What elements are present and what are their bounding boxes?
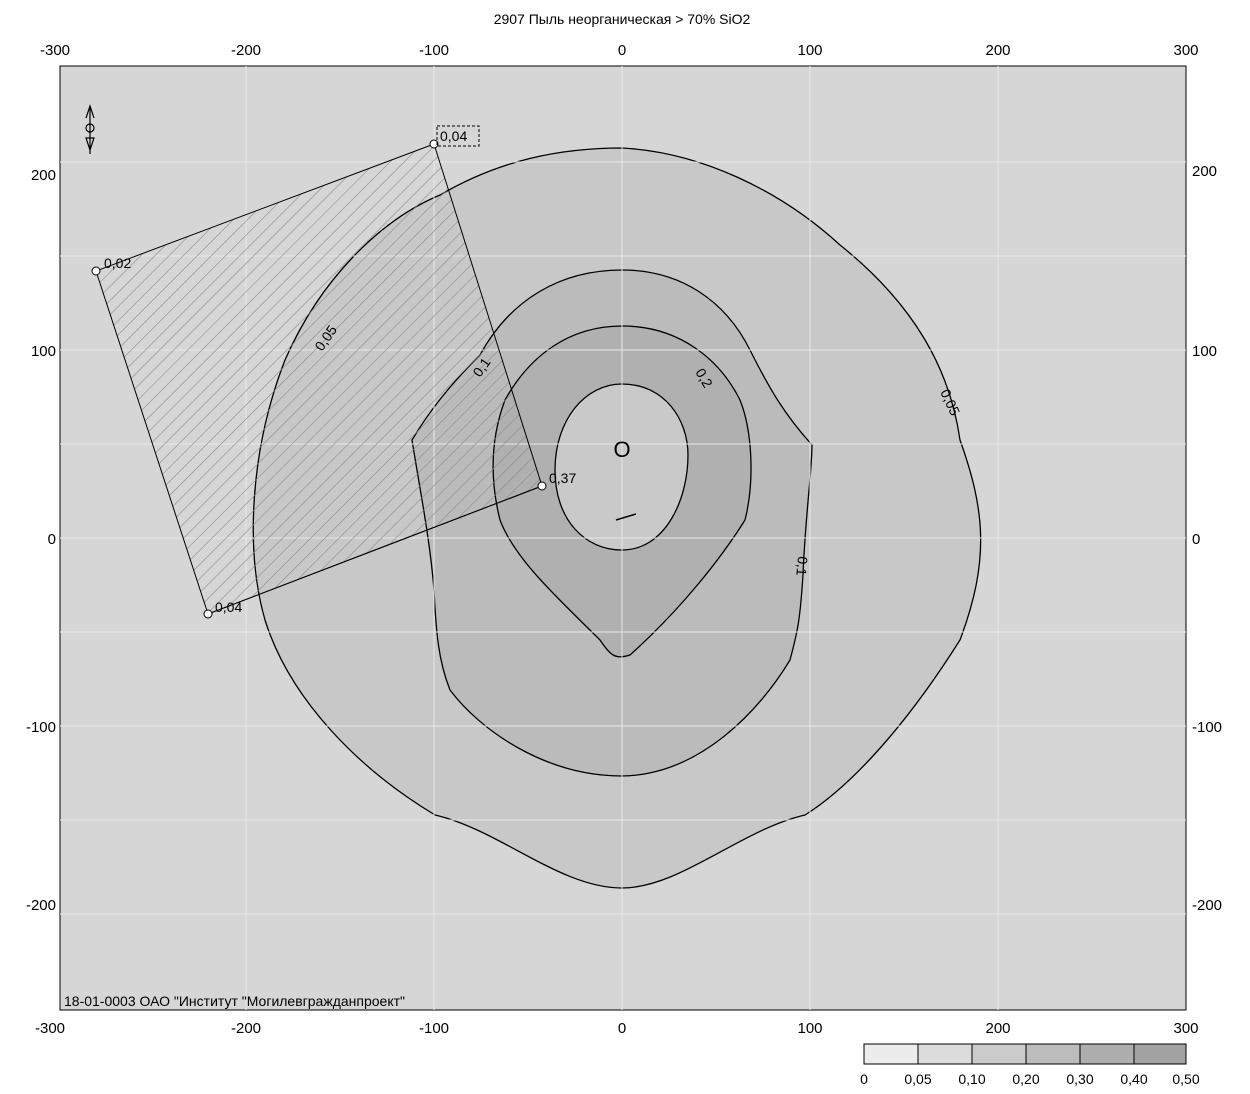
map-footer: 18-01-0003 ОАО "Институт "Могилевграждан…: [64, 993, 405, 1009]
y-tick-label: 200: [1192, 163, 1217, 180]
legend-label: 0,05: [904, 1071, 931, 1087]
wind-tick: [615, 513, 637, 521]
x-tick-label: 0: [618, 42, 626, 59]
x-tick-label: 0: [618, 1020, 626, 1037]
x-tick-label: -200: [231, 42, 261, 59]
x-tick-label: -300: [40, 42, 70, 59]
y-tick-label: 200: [31, 167, 56, 184]
x-tick-label: -100: [419, 1020, 449, 1037]
legend-swatch: [863, 1043, 919, 1065]
y-tick-label: 0: [1192, 531, 1200, 548]
legend-label: 0,40: [1120, 1071, 1147, 1087]
y-tick-label: -200: [26, 897, 56, 914]
isoline-label: 0,1: [793, 556, 811, 577]
legend-label: 0: [860, 1071, 868, 1087]
point-marker: [203, 609, 213, 619]
legend-swatch: [1079, 1043, 1135, 1065]
north-arrow-icon: [85, 104, 95, 154]
legend-label: 0,30: [1066, 1071, 1093, 1087]
point-label-box: [436, 125, 480, 147]
legend-swatch: [1133, 1043, 1187, 1065]
x-axis-top: -300 -200 -100 0 100 200 300: [40, 42, 1199, 59]
x-tick-label: 200: [985, 42, 1010, 59]
point-marker: [429, 139, 439, 149]
point-marker: [537, 481, 547, 491]
zone-axis-line: [207, 485, 543, 615]
legend-swatch: [1025, 1043, 1081, 1065]
legend-swatch: [917, 1043, 973, 1065]
legend-label: 0,50: [1172, 1071, 1199, 1087]
y-tick-label: 0: [48, 531, 56, 548]
x-tick-label: -200: [231, 1020, 261, 1037]
x-tick-label: 100: [797, 1020, 822, 1037]
y-axis-left: 200 100 0 -100 -200: [26, 167, 56, 914]
y-axis-right: 200 100 0 -100 -200: [1192, 163, 1222, 914]
sample-points: 0,04 0,02 0,04 0,37: [91, 125, 576, 619]
point-label: 0,04: [215, 599, 242, 615]
x-tick-label: 200: [985, 1020, 1010, 1037]
y-tick-label: 100: [1192, 343, 1217, 360]
y-tick-label: 100: [31, 343, 56, 360]
y-tick-label: -100: [1192, 719, 1222, 736]
x-tick-label: -100: [419, 42, 449, 59]
source-marker: O: [613, 437, 630, 462]
point-label: 0,04: [440, 128, 467, 144]
x-tick-label: 100: [797, 42, 822, 59]
x-tick-label: 300: [1173, 1020, 1198, 1037]
point-label: 0,02: [104, 255, 131, 271]
x-tick-label: -300: [35, 1020, 65, 1037]
legend-label: 0,20: [1012, 1071, 1039, 1087]
x-axis-bottom: -300 -200 -100 0 100 200 300: [35, 1020, 1199, 1037]
legend: 0 0,05 0,10 0,20 0,30 0,40 0,50: [860, 1043, 1200, 1087]
map-title: 2907 Пыль неорганическая > 70% SiO2: [494, 11, 751, 27]
legend-label: 0,10: [958, 1071, 985, 1087]
legend-swatch: [971, 1043, 1027, 1065]
y-tick-label: -100: [26, 719, 56, 736]
point-label: 0,37: [549, 470, 576, 486]
y-tick-label: -200: [1192, 897, 1222, 914]
point-marker: [91, 266, 101, 276]
x-tick-label: 300: [1173, 42, 1198, 59]
